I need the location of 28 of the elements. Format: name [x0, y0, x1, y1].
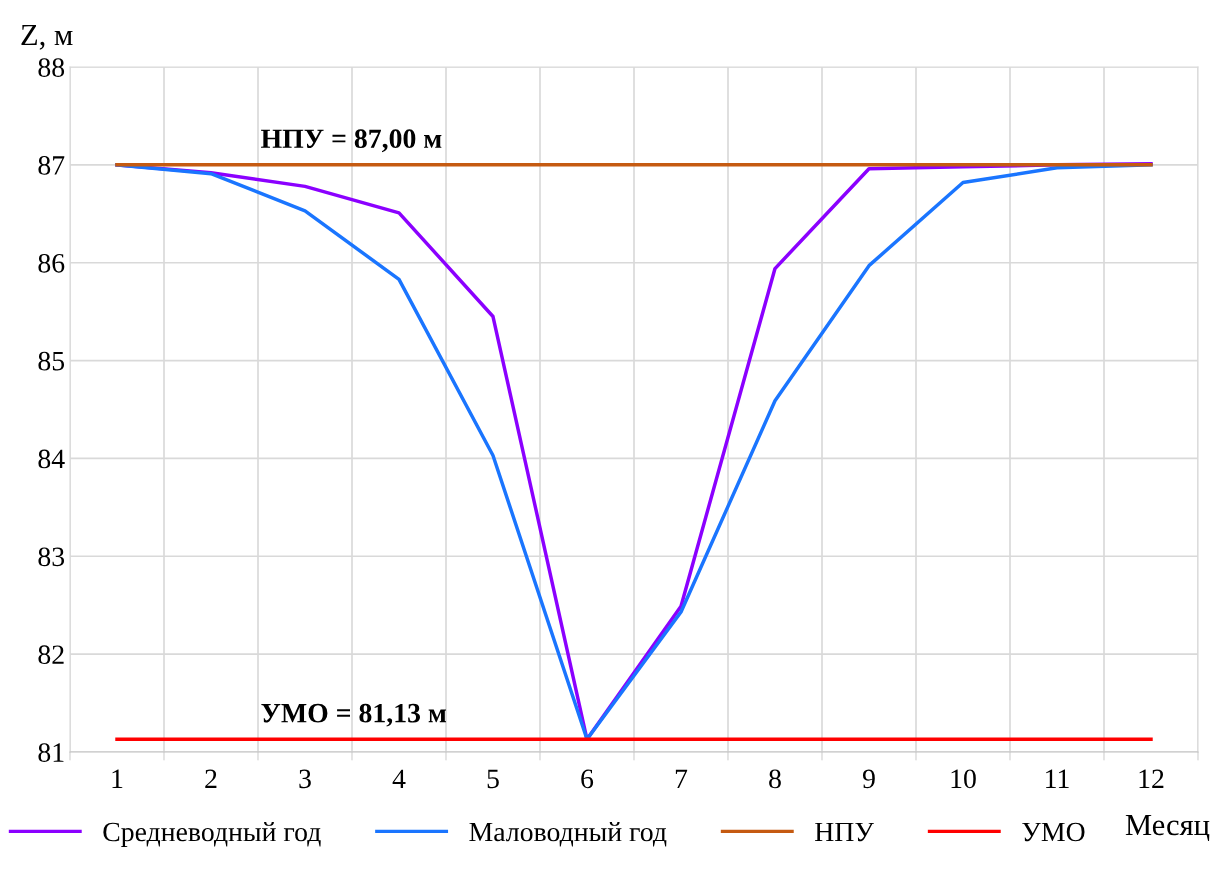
x-tick-label: 9 — [862, 769, 875, 789]
legend-label: УМО — [1022, 822, 1085, 842]
y-tick-label: 82 — [38, 645, 64, 665]
x-tick-label: 12 — [1139, 769, 1164, 788]
x-tick-label: 7 — [675, 769, 688, 788]
x-tick-label: 3 — [299, 769, 311, 789]
y-tick-label: 83 — [38, 547, 65, 567]
x-tick-label: 5 — [487, 769, 499, 789]
y-axis-title: Z, м — [21, 24, 73, 50]
x-axis-title: Месяц — [1125, 814, 1210, 841]
x-tick-label: 2 — [205, 769, 217, 788]
y-tick-label: 81 — [38, 743, 64, 762]
y-tick-label: 88 — [38, 58, 65, 77]
x-tick-label: 11 — [1046, 769, 1069, 788]
y-tick-label: 86 — [38, 253, 65, 273]
x-tick-label: 8 — [769, 769, 781, 789]
x-tick-label: 6 — [581, 769, 594, 789]
annotation: УМО = 81,13 м — [261, 703, 446, 727]
y-tick-label: 87 — [38, 156, 65, 175]
legend-label: НПУ — [815, 822, 874, 842]
legend-label: Средневодный год — [103, 822, 321, 847]
y-tick-label: 85 — [38, 351, 65, 371]
x-tick-label: 1 — [112, 769, 123, 788]
x-tick-label: 4 — [392, 769, 406, 788]
y-tick-label: 84 — [38, 449, 65, 469]
x-tick-label: 10 — [951, 769, 976, 789]
annotation: НПУ = 87,00 м — [261, 129, 442, 153]
legend-label: Маловодный год — [469, 822, 667, 847]
